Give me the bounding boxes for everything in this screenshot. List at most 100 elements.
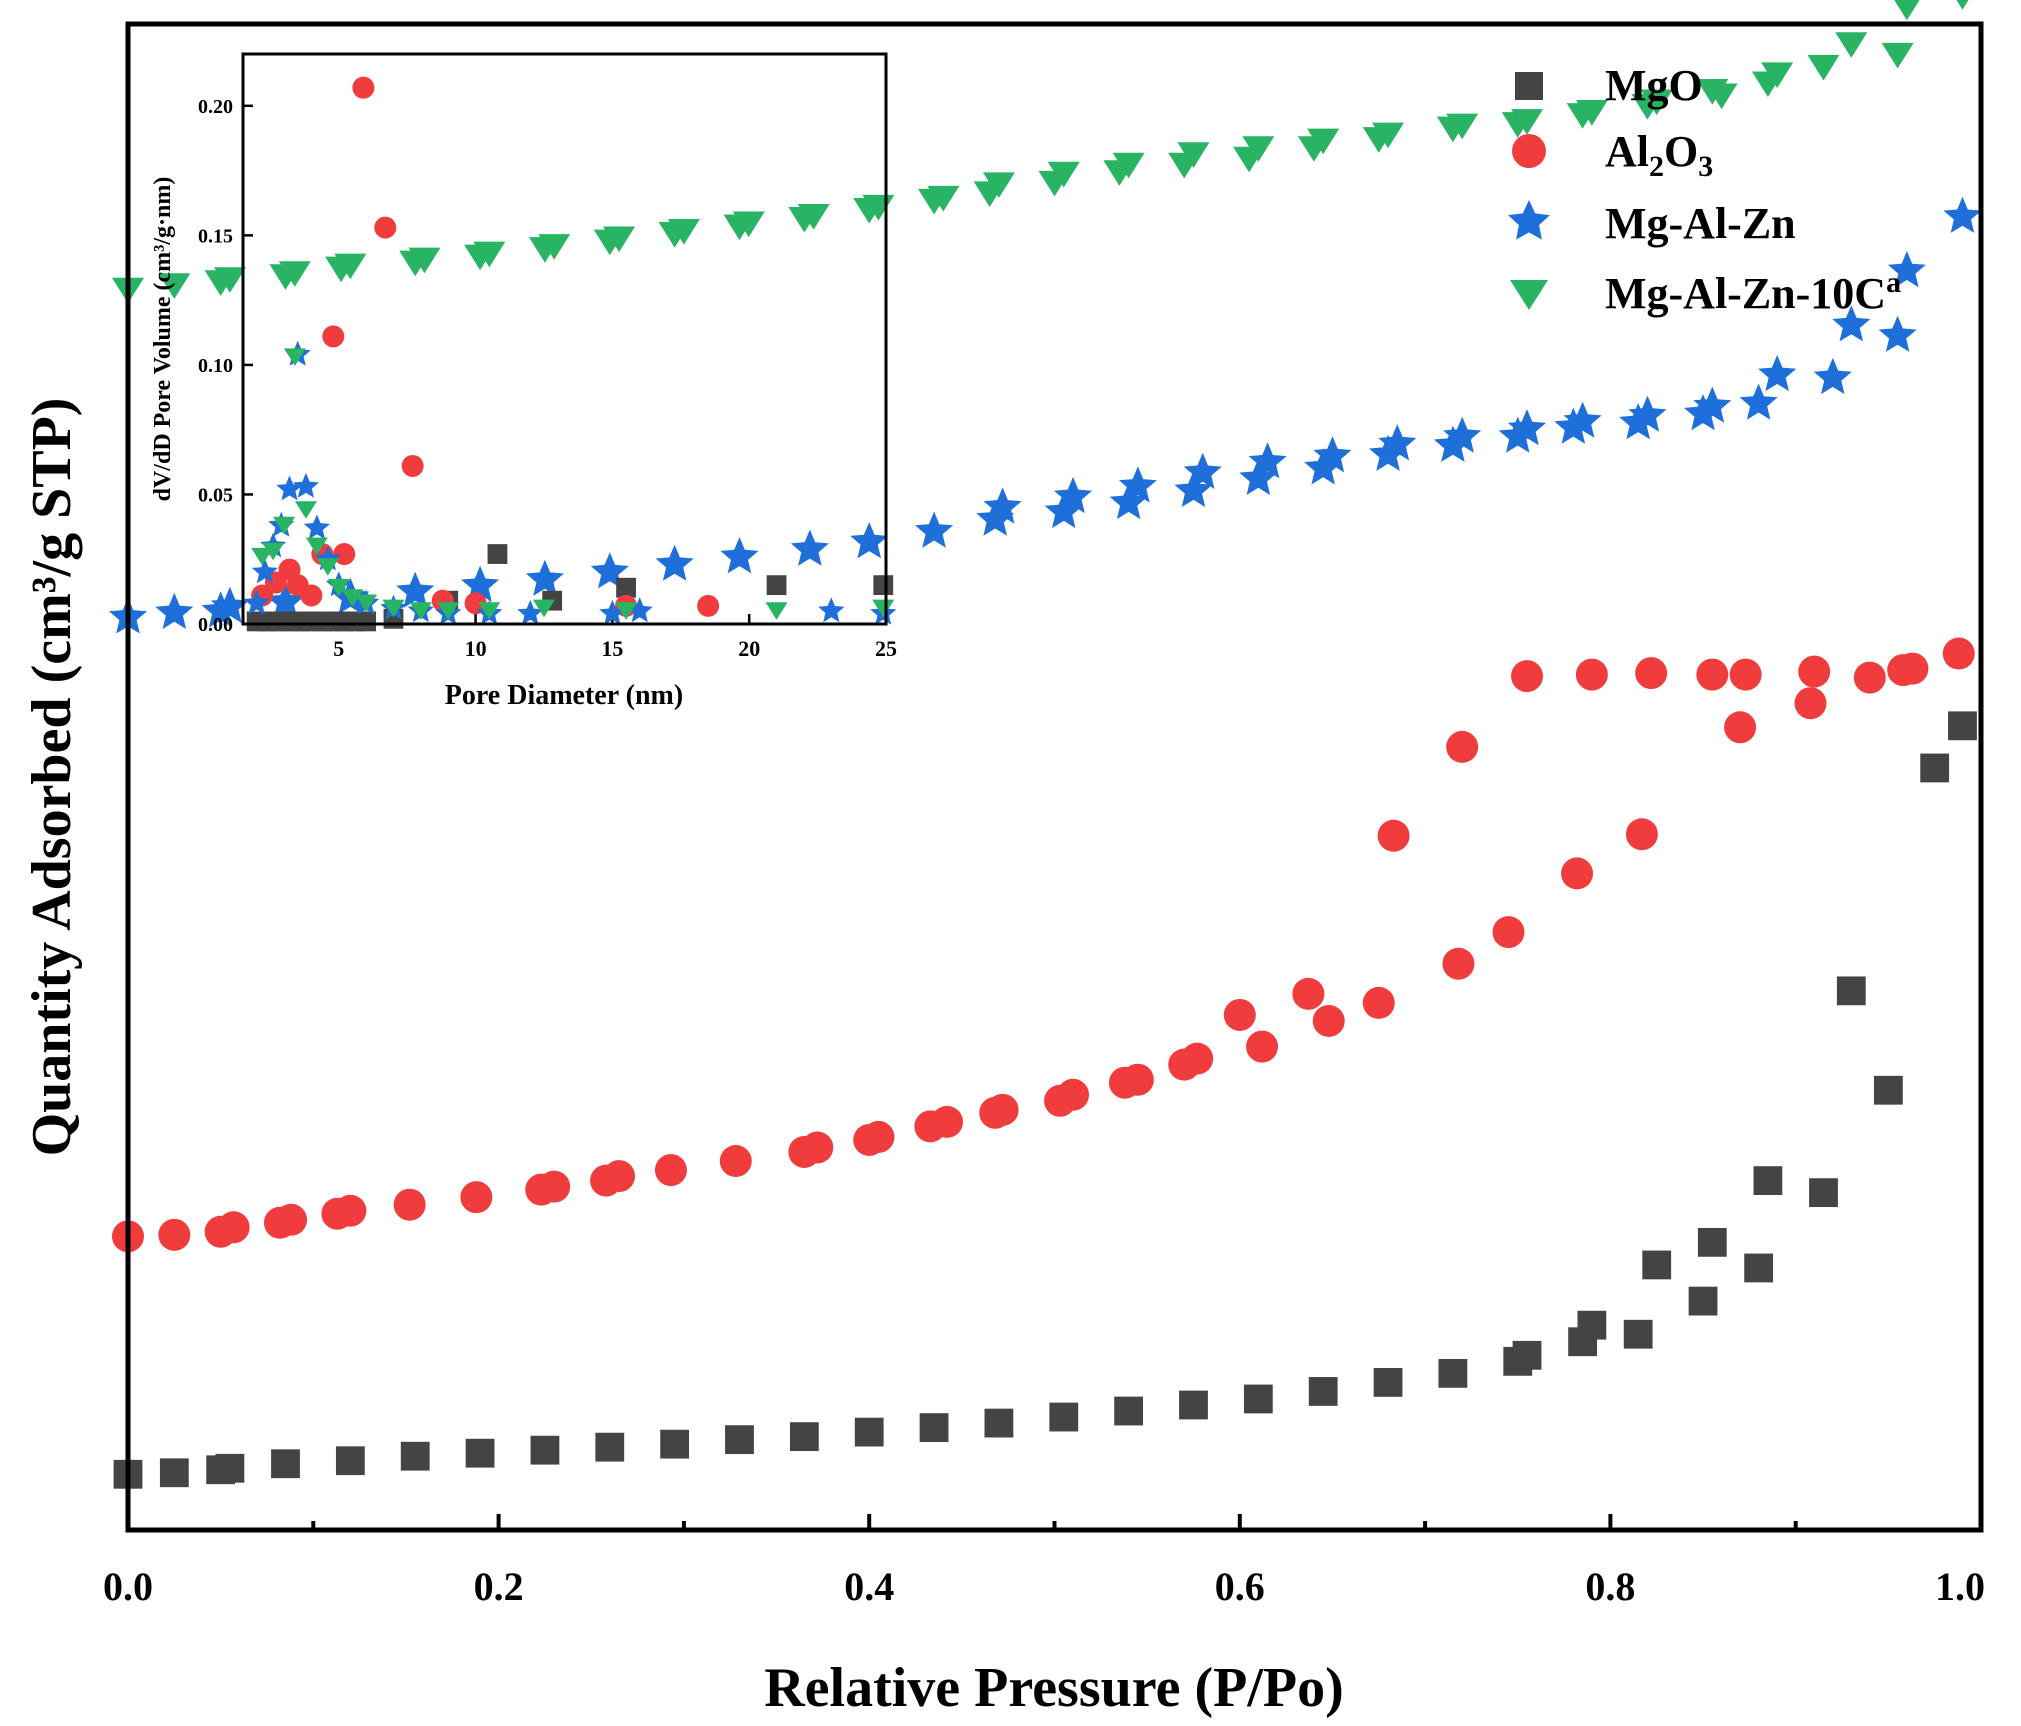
x-tick-label: 0.2 [474,1564,524,1609]
data-point-al2o3 [1223,998,1256,1031]
data-point-al2o3 [1561,857,1594,890]
inset-data-point-mg-al-zn-10c [765,602,788,620]
data-point-al2o3 [393,1188,426,1221]
data-point-mg-al-zn [1832,305,1871,342]
data-point-mg-al-zn-10c [667,219,700,245]
data-point-mgo [1438,1358,1468,1388]
data-point-mg-al-zn-10c [797,203,830,230]
data-point-mg-al-zn [1628,395,1667,432]
data-point-mgo [530,1435,560,1465]
data-point-mg-al-zn [155,592,194,629]
inset-data-point-mgo [766,575,787,596]
data-point-mg-al-zn [1878,315,1917,352]
data-point-mg-al-zn-10c [1177,142,1210,168]
inset-x-tick-label: 20 [738,636,760,661]
data-point-mg-al-zn [1378,424,1417,461]
data-point-al2o3 [1625,818,1658,851]
data-point-mgo [1753,1166,1783,1196]
data-point-mgo [1920,753,1950,783]
inset-data-point-mg-al-zn [276,475,303,501]
data-point-mgo [159,1458,189,1488]
data-point-mg-al-zn [396,571,435,608]
data-point-al2o3 [1853,661,1886,694]
data-point-mgo [660,1429,690,1459]
data-point-mg-al-zn-10c [603,226,636,253]
inset-y-tick-label: 0.15 [198,225,233,247]
data-point-mg-al-zn-10c [1807,54,1840,81]
data-point-al2o3 [334,1194,367,1227]
data-point-al2o3 [275,1203,308,1236]
data-point-mg-al-zn [1183,452,1222,489]
data-point-al2o3 [862,1120,895,1153]
data-point-mgo [1744,1253,1774,1283]
inset-data-point-al2o3 [374,216,397,239]
inset-data-point-mg-al-zn-10c [327,578,350,597]
data-point-al2o3 [1442,947,1475,980]
inset-data-point-al2o3 [300,584,323,607]
main-x-axis-title: Relative Pressure (P/Po) [764,1657,1344,1719]
data-point-mg-al-zn [1248,442,1287,479]
data-point-al2o3 [1362,986,1395,1019]
inset-data-point-mg-al-zn [292,472,319,498]
data-point-al2o3 [1696,658,1729,691]
data-point-mg-al-zn [1693,386,1732,423]
data-point-al2o3 [1896,652,1929,685]
data-point-mg-al-zn [1313,436,1352,473]
data-point-mgo [1948,711,1977,741]
data-point-mg-al-zn [983,487,1022,524]
data-point-al2o3 [1492,916,1525,949]
data-point-mg-al-zn [1758,354,1797,392]
data-point-mgo [1836,976,1866,1006]
data-point-al2o3 [158,1218,191,1251]
main-plot-frame [125,21,1984,1533]
inset-data-point-mg-al-zn [303,514,330,540]
data-point-al2o3 [654,1154,687,1187]
inset-x-tick-label: 25 [875,636,897,661]
data-point-mg-al-zn-10c [1705,83,1738,110]
data-point-mg-al-zn-10c [1835,32,1868,58]
inset-x-axis-title: Pore Diameter (nm) [445,680,683,711]
inset-plot-frame [241,52,888,626]
data-point-mg-al-zn-10c [1242,136,1275,162]
x-tick-label: 1.0 [1935,1564,1985,1609]
data-point-mg-al-zn [790,529,829,566]
data-point-al2o3 [1181,1042,1214,1075]
inset-data-point-mg-al-zn-10c [305,537,328,556]
data-point-al2o3 [1729,658,1762,691]
inset-data-point-mg-al-zn-10c [316,558,339,576]
data-point-mg-al-zn [1443,416,1482,453]
data-point-mg-al-zn [1813,357,1852,395]
data-point-mg-al-zn-10c [1956,0,1969,10]
data-point-mgo [1114,1396,1144,1426]
data-point-mgo [919,1413,949,1442]
inset-data-point-mg-al-zn-10c [251,547,274,566]
legend-marker-mg-al-zn-10c [1510,280,1548,310]
data-point-mg-al-zn [1054,476,1093,514]
data-point-al2o3 [1057,1078,1090,1111]
data-point-mg-al-zn [525,559,564,596]
legend-marker-mgo [1515,72,1543,100]
inset-x-tick-label: 5 [333,636,344,661]
inset-data-point-al2o3 [333,543,356,566]
inset-y-tick-label: 0.20 [198,96,233,118]
data-point-mg-al-zn-10c [1047,161,1080,188]
inset-data-point-mg-al-zn-10c [283,348,306,366]
x-tick-label: 0.8 [1585,1564,1635,1609]
legend-marker-al2o3 [1512,134,1546,168]
inset-data-point-mgo [616,577,636,598]
data-point-mg-al-zn-10c [1511,109,1544,135]
data-point-al2o3 [1798,655,1831,688]
data-point-al2o3 [931,1105,964,1138]
data-point-al2o3 [1635,657,1668,690]
inset-data-point-mg-al-zn-10c [532,599,555,618]
data-point-mgo [854,1417,884,1447]
inset-data-point-al2o3 [352,76,375,99]
inset-data-point-mg-al-zn-10c [294,501,317,519]
data-point-al2o3 [1794,687,1827,720]
legend: MgO Al2O3 Mg-Al-Zn Mg-Al-Zn-10Ca [1508,61,1901,318]
data-point-mgo [1697,1227,1727,1257]
data-point-al2o3 [1575,658,1608,691]
data-point-mg-al-zn [1508,409,1546,446]
data-point-al2o3 [1446,730,1479,763]
